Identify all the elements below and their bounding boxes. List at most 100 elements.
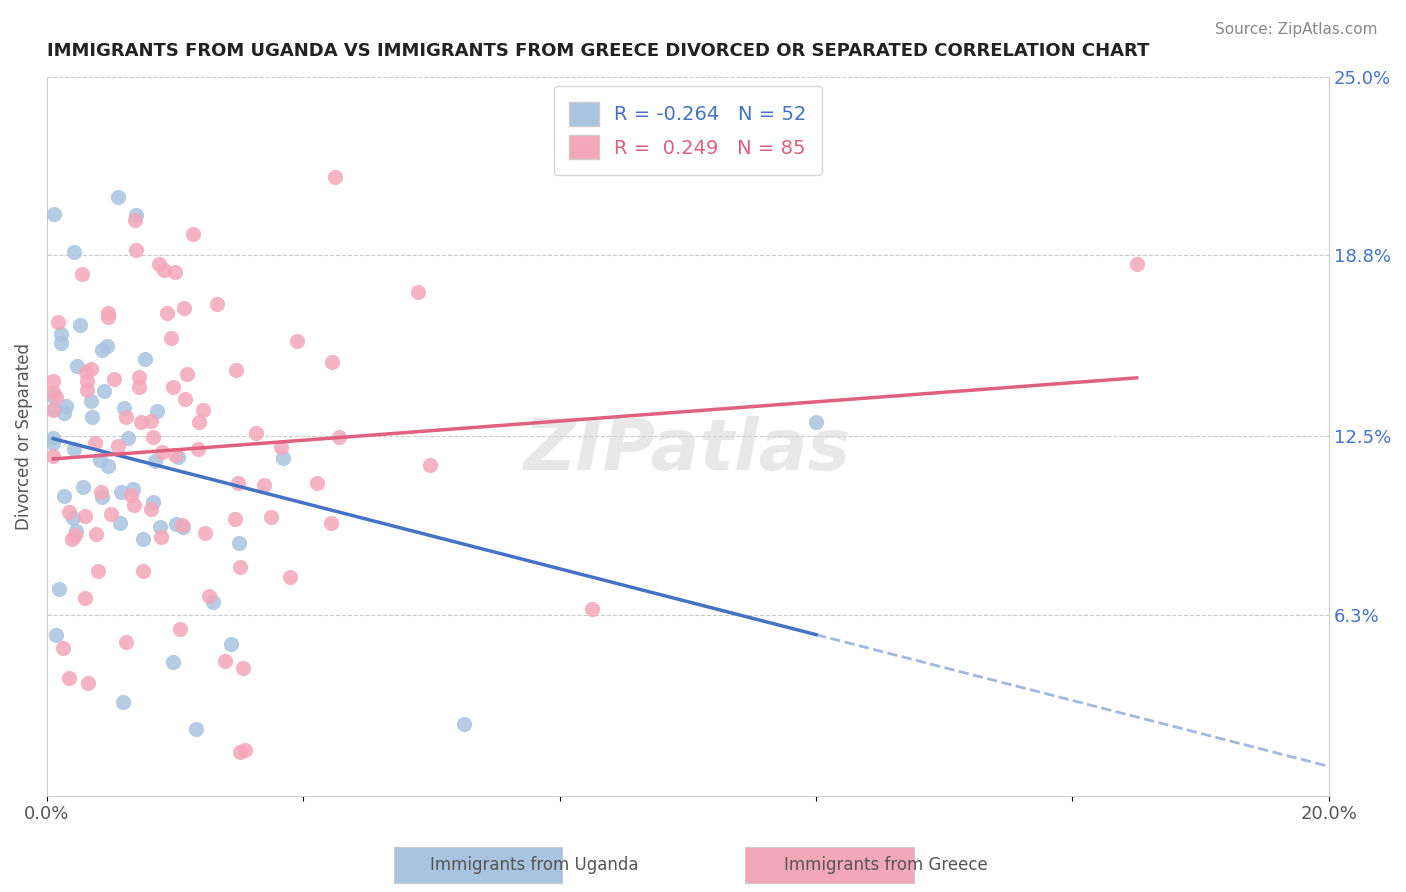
Point bbox=[280, 569, 302, 583]
Text: IMMIGRANTS FROM UGANDA VS IMMIGRANTS FROM GREECE DIVORCED OR SEPARATED CORRELATI: IMMIGRANTS FROM UGANDA VS IMMIGRANTS FRO… bbox=[46, 42, 1149, 60]
Point bbox=[42, 449, 65, 463]
Point bbox=[52, 640, 75, 655]
Point bbox=[321, 355, 343, 369]
Point bbox=[49, 335, 72, 350]
Y-axis label: Divorced or Separated: Divorced or Separated bbox=[15, 343, 32, 530]
Point bbox=[42, 374, 65, 388]
Point bbox=[225, 363, 247, 377]
Point bbox=[89, 452, 111, 467]
Point bbox=[76, 383, 98, 397]
Point bbox=[55, 400, 77, 414]
Point bbox=[108, 516, 131, 530]
Point bbox=[48, 582, 70, 596]
Point bbox=[42, 402, 65, 417]
Point bbox=[129, 415, 152, 429]
Point bbox=[229, 745, 252, 759]
Point bbox=[91, 491, 114, 505]
Point bbox=[1125, 256, 1147, 270]
Point bbox=[63, 442, 86, 456]
Point bbox=[146, 404, 169, 418]
Point bbox=[134, 351, 156, 366]
Point bbox=[117, 431, 139, 445]
Point bbox=[72, 480, 94, 494]
Point bbox=[173, 301, 195, 315]
Point bbox=[122, 498, 145, 512]
Point bbox=[42, 431, 65, 445]
Point bbox=[156, 306, 179, 320]
Point bbox=[232, 661, 254, 675]
Point bbox=[167, 450, 190, 465]
Point bbox=[174, 392, 197, 407]
Point bbox=[128, 370, 150, 384]
Point bbox=[65, 524, 87, 538]
Point bbox=[321, 516, 343, 530]
Point bbox=[128, 380, 150, 394]
Point bbox=[406, 285, 429, 299]
Point bbox=[100, 508, 122, 522]
Point bbox=[66, 359, 89, 373]
Point bbox=[49, 327, 72, 342]
Point bbox=[160, 330, 183, 344]
Point bbox=[163, 448, 186, 462]
Point bbox=[162, 655, 184, 669]
Point bbox=[83, 436, 105, 450]
Point bbox=[214, 654, 236, 668]
Point bbox=[97, 306, 120, 320]
Point bbox=[42, 390, 65, 404]
Text: Immigrants from Greece: Immigrants from Greece bbox=[785, 856, 987, 874]
Point bbox=[96, 339, 118, 353]
Point bbox=[45, 628, 67, 642]
Text: Source: ZipAtlas.com: Source: ZipAtlas.com bbox=[1215, 22, 1378, 37]
Point bbox=[79, 394, 101, 409]
Point bbox=[224, 512, 246, 526]
Point bbox=[245, 426, 267, 441]
Point bbox=[45, 390, 67, 404]
Point bbox=[73, 591, 96, 606]
Point bbox=[141, 501, 163, 516]
Point bbox=[176, 367, 198, 381]
Point bbox=[80, 361, 103, 376]
Point bbox=[115, 635, 138, 649]
Point bbox=[62, 511, 84, 525]
Point bbox=[107, 190, 129, 204]
Point bbox=[163, 265, 186, 279]
Point bbox=[114, 409, 136, 424]
Point bbox=[46, 316, 69, 330]
Point bbox=[58, 671, 80, 685]
Point bbox=[76, 374, 98, 388]
Point bbox=[110, 484, 132, 499]
Point bbox=[172, 520, 194, 534]
Point bbox=[60, 532, 83, 546]
Point bbox=[226, 475, 249, 490]
Point bbox=[63, 244, 86, 259]
Point bbox=[186, 722, 208, 736]
Point bbox=[132, 564, 155, 578]
Point bbox=[132, 532, 155, 546]
Point bbox=[219, 637, 242, 651]
Point bbox=[103, 372, 125, 386]
Point bbox=[194, 525, 217, 540]
Point bbox=[149, 520, 172, 534]
Point bbox=[804, 415, 827, 429]
Point bbox=[97, 310, 120, 324]
Point bbox=[63, 527, 86, 541]
Point bbox=[69, 318, 91, 332]
Point bbox=[581, 601, 603, 615]
Point bbox=[52, 489, 75, 503]
Point bbox=[125, 208, 148, 222]
Point bbox=[165, 517, 187, 532]
Point bbox=[124, 213, 146, 227]
Point bbox=[149, 529, 172, 543]
Point bbox=[229, 560, 252, 574]
Point bbox=[253, 477, 276, 491]
Point bbox=[148, 256, 170, 270]
Point bbox=[233, 743, 256, 757]
Point bbox=[143, 453, 166, 467]
Point bbox=[201, 595, 224, 609]
Point bbox=[181, 227, 204, 242]
Point bbox=[70, 268, 93, 282]
Point bbox=[285, 334, 308, 348]
Point bbox=[152, 263, 174, 277]
Point bbox=[90, 484, 112, 499]
Point bbox=[84, 526, 107, 541]
